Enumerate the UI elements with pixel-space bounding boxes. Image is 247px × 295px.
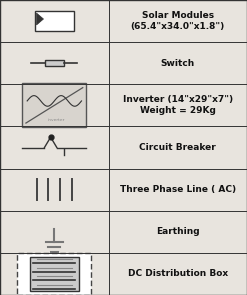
Text: Earthing: Earthing <box>156 227 200 236</box>
Polygon shape <box>37 13 43 25</box>
Text: DC Distribution Box: DC Distribution Box <box>128 269 228 278</box>
Text: inverter: inverter <box>48 118 65 122</box>
Bar <box>30 257 79 291</box>
Text: Inverter (14"x29"x7")
Weight = 29Kg: Inverter (14"x29"x7") Weight = 29Kg <box>123 95 233 115</box>
Bar <box>45 60 63 66</box>
Bar <box>35 11 74 31</box>
Text: Switch: Switch <box>161 59 195 68</box>
Text: Circuit Breaker: Circuit Breaker <box>140 143 216 152</box>
Bar <box>22 83 86 127</box>
Bar <box>17 253 91 295</box>
Text: Solar Modules
(65.4"x34.0"x1.8"): Solar Modules (65.4"x34.0"x1.8") <box>131 11 225 31</box>
Text: Three Phase Line ( AC): Three Phase Line ( AC) <box>120 185 236 194</box>
